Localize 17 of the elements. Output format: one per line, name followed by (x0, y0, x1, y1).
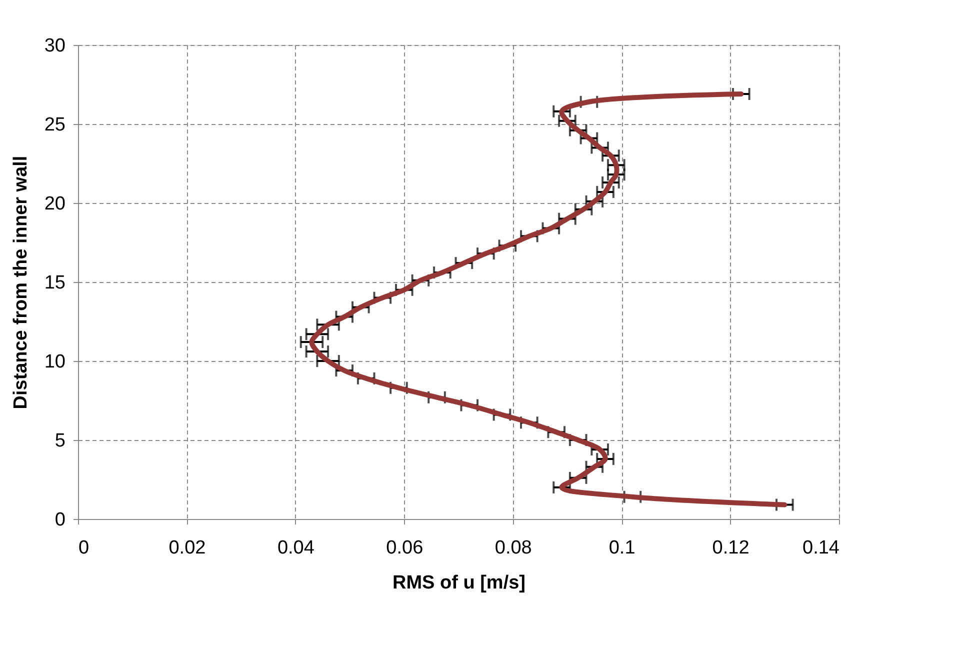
x-tick-label: 0.02 (168, 538, 206, 558)
y-tick-label: 30 (44, 36, 66, 56)
x-axis-title: RMS of u [m/s] (392, 572, 526, 594)
x-tick-label: 0.06 (386, 538, 424, 558)
y-tick-label: 0 (54, 510, 66, 530)
y-axis-title: Distance from the inner wall (10, 156, 32, 410)
x-tick-label: 0.04 (277, 538, 315, 558)
y-tick-label: 20 (44, 194, 66, 214)
y-tick-label: 25 (44, 114, 66, 136)
y-tick-label: 15 (44, 272, 66, 294)
x-tick-label: 0 (78, 538, 90, 558)
x-tick-label: 0.14 (802, 538, 840, 558)
x-tick-label: 0.12 (712, 538, 750, 558)
y-tick-label: 5 (54, 430, 66, 452)
x-tick-label: 0.1 (608, 538, 636, 558)
y-tick-label: 10 (44, 352, 66, 372)
x-tick-label: 0.08 (494, 538, 532, 558)
